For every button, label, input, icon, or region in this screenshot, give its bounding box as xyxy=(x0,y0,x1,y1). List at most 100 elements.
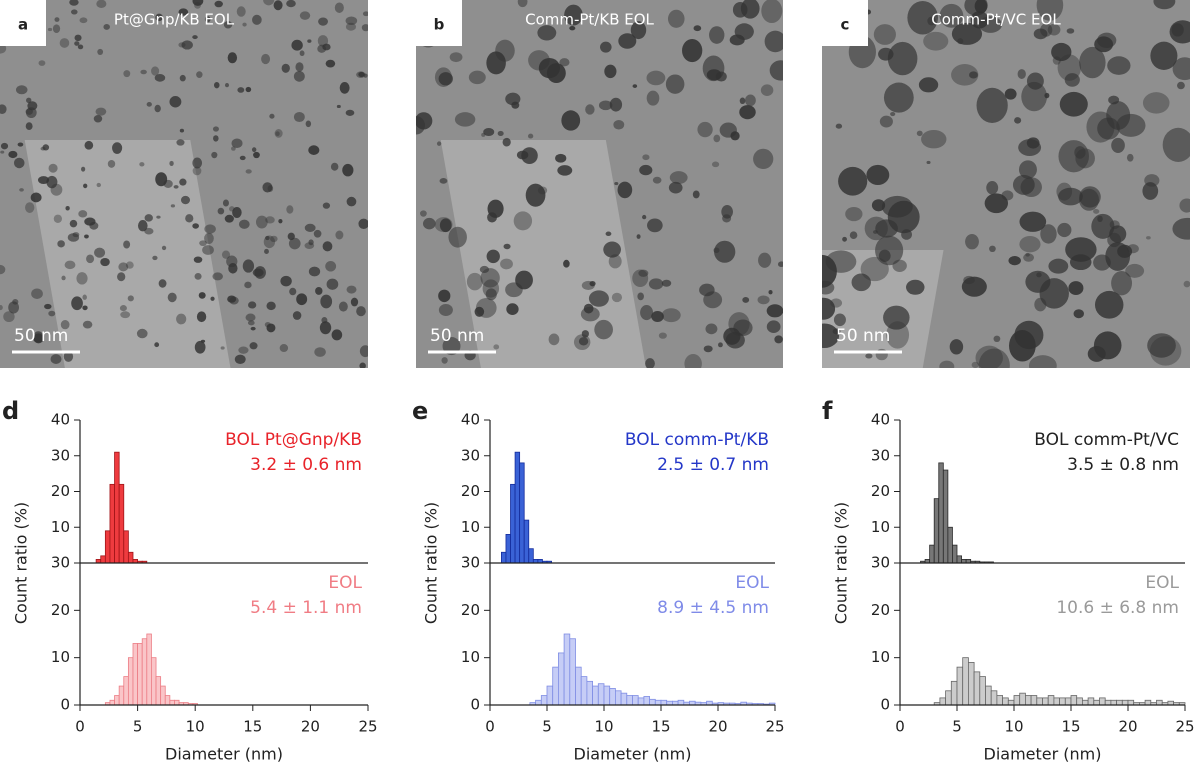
particle xyxy=(703,345,713,353)
scale-bar-label: 50 nm xyxy=(14,326,68,346)
particle xyxy=(1172,217,1190,240)
particle xyxy=(38,60,46,66)
particle xyxy=(238,346,249,354)
particle xyxy=(325,59,336,68)
particle xyxy=(274,129,283,138)
particle xyxy=(239,155,246,161)
particle xyxy=(916,130,923,137)
particle xyxy=(1019,235,1041,253)
particle xyxy=(887,41,918,76)
particle xyxy=(825,250,857,273)
x-tick-label: 5 xyxy=(542,718,552,736)
histogram-bar xyxy=(1030,695,1038,706)
particle xyxy=(604,64,617,79)
particle xyxy=(264,248,269,254)
image-caption: Comm-Pt/KB EOL xyxy=(525,11,654,29)
particle xyxy=(176,139,185,146)
y-tick-label: 20 xyxy=(871,601,890,619)
particle xyxy=(753,148,774,170)
particle xyxy=(156,215,161,219)
particle xyxy=(48,310,56,317)
particle xyxy=(293,70,305,82)
particle xyxy=(234,354,246,364)
particle xyxy=(1018,160,1037,179)
particle xyxy=(715,71,727,82)
particle xyxy=(721,204,733,219)
particle xyxy=(1177,81,1185,90)
particle xyxy=(222,199,229,207)
particle xyxy=(449,52,463,63)
particle xyxy=(192,0,204,6)
particle xyxy=(212,126,219,132)
particle xyxy=(1147,333,1176,358)
particle xyxy=(74,34,82,42)
particle xyxy=(69,219,78,228)
x-tick-label: 25 xyxy=(1175,718,1194,736)
particle xyxy=(537,25,557,41)
particle xyxy=(438,72,453,86)
particle xyxy=(448,226,467,248)
particle xyxy=(265,235,270,241)
particle xyxy=(320,294,333,309)
particle xyxy=(211,151,218,159)
particle xyxy=(658,332,667,339)
particle xyxy=(758,252,772,268)
particle xyxy=(8,150,18,159)
particle xyxy=(176,313,187,325)
annotation: 3.2 ± 0.6 nm xyxy=(250,455,362,475)
x-axis-label: Diameter (nm) xyxy=(165,745,283,764)
particle xyxy=(766,320,781,334)
particle xyxy=(598,100,613,111)
particle xyxy=(1009,330,1036,362)
particle xyxy=(217,207,225,215)
particle xyxy=(72,232,80,238)
particle xyxy=(709,26,725,44)
particle xyxy=(693,25,702,32)
y-axis-label: Count ratio (%) xyxy=(12,502,31,624)
particle xyxy=(422,217,436,230)
particle xyxy=(144,214,153,222)
particle xyxy=(204,16,211,23)
particle xyxy=(64,260,76,270)
particle xyxy=(163,179,173,188)
histogram-bar xyxy=(127,657,134,706)
particle xyxy=(511,101,520,109)
particle xyxy=(865,353,873,359)
particle xyxy=(984,193,1009,214)
particle xyxy=(630,21,647,40)
particle xyxy=(286,0,296,8)
particle xyxy=(482,279,500,298)
histogram-bar xyxy=(654,699,662,706)
particle xyxy=(339,82,350,94)
particle xyxy=(611,292,623,303)
histogram-bar xyxy=(569,638,576,706)
particle xyxy=(1111,137,1125,154)
particle xyxy=(713,247,720,254)
particle xyxy=(513,211,533,231)
particle xyxy=(198,292,206,299)
particle xyxy=(54,17,60,22)
particle xyxy=(3,311,15,323)
particle xyxy=(179,178,187,186)
particle xyxy=(583,303,594,314)
particle xyxy=(637,292,644,301)
particle xyxy=(1162,127,1190,162)
particle xyxy=(42,144,50,151)
particle xyxy=(119,305,127,312)
particle xyxy=(170,204,176,208)
particle xyxy=(227,52,238,64)
histogram-bar xyxy=(626,695,633,706)
particle xyxy=(1014,117,1022,124)
particle xyxy=(261,53,271,65)
histogram-bar xyxy=(1116,699,1123,706)
particle xyxy=(585,104,595,115)
particle xyxy=(252,14,262,25)
particle xyxy=(123,70,131,78)
annotation: 5.4 ± 1.1 nm xyxy=(250,598,362,618)
particle xyxy=(273,0,283,11)
particle xyxy=(19,188,24,192)
particle xyxy=(1183,280,1190,288)
histogram-bar xyxy=(118,685,125,706)
panel-label: e xyxy=(412,397,428,425)
histogram-bar xyxy=(519,462,525,564)
